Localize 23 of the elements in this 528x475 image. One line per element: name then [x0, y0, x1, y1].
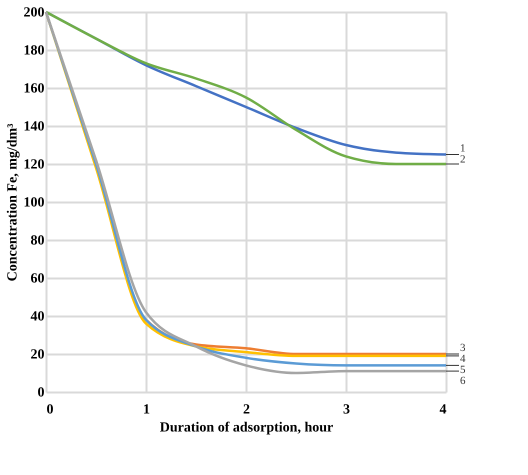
x-tick-label: 2	[243, 402, 250, 418]
y-tick-label: 0	[38, 386, 44, 400]
y-tick-label: 100	[24, 196, 44, 210]
y-tick-label: 40	[30, 310, 44, 324]
series-label: 6	[460, 375, 466, 387]
y-tick-label: 60	[30, 272, 44, 286]
y-tick-label: 160	[24, 82, 44, 96]
x-tick-label: 4	[440, 402, 446, 418]
y-tick-label: 180	[24, 44, 44, 58]
series-label: 5	[460, 364, 466, 376]
series-label: 4	[460, 353, 466, 365]
x-tick-label: 1	[143, 402, 150, 418]
x-tick-label: 3	[343, 402, 350, 418]
y-tick-label: 120	[24, 158, 44, 172]
x-axis-title: Duration of adsorption, hour	[160, 420, 334, 436]
y-tick-label: 200	[24, 6, 44, 20]
series-label: 2	[460, 154, 466, 166]
y-tick-label: 80	[30, 234, 44, 248]
y-tick-label: 140	[24, 120, 44, 134]
y-tick-label: 20	[30, 348, 44, 362]
series-label: 1	[460, 142, 466, 154]
series-label: 3	[460, 342, 466, 354]
y-axis-title: Concentration Fe, mg/dm³	[6, 124, 20, 282]
